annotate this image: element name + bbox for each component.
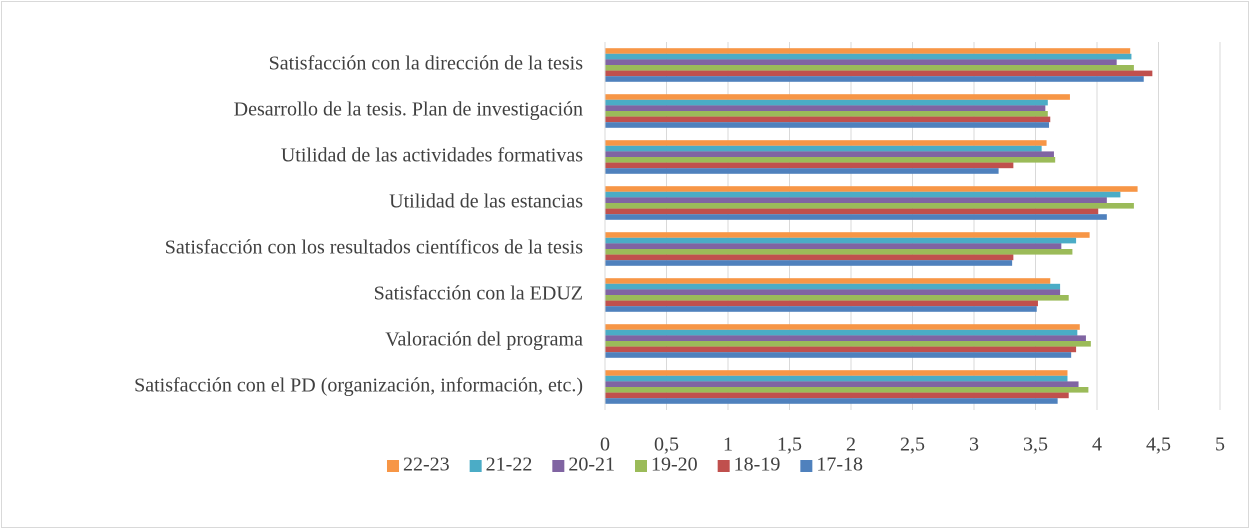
bar: [605, 278, 1051, 284]
bar: [605, 283, 1061, 290]
bar: [605, 329, 1078, 336]
y-tick-label: Utilidad de las actividades formativas: [281, 145, 583, 167]
bar: [605, 398, 1058, 404]
bar: [605, 122, 1050, 128]
bar: [605, 381, 1079, 387]
legend-label: 18-19: [734, 454, 781, 476]
y-tick-label: Utilidad de las estancias: [389, 191, 583, 213]
bar: [605, 186, 1138, 192]
bar: [605, 243, 1062, 249]
legend-label: 22-23: [403, 454, 450, 476]
legend-swatch: [469, 460, 482, 472]
bar: [605, 370, 1068, 376]
y-tick-label: Valoración del programa: [385, 329, 583, 351]
bar: [605, 346, 1077, 353]
bar: [605, 116, 1051, 123]
bar: [605, 289, 1061, 295]
x-tick-label: 3: [969, 434, 979, 456]
bar: [605, 53, 1132, 60]
x-tick-label: 2,5: [900, 434, 925, 456]
legend-label: 17-18: [816, 454, 863, 476]
bar: [605, 168, 999, 174]
legend-swatch: [800, 460, 813, 472]
legend-swatch: [717, 460, 730, 472]
x-tick-label: 2: [846, 434, 856, 456]
bar: [605, 254, 1014, 261]
x-tick-label: 1,5: [777, 434, 802, 456]
legend-swatch: [635, 460, 647, 472]
bar: [605, 191, 1121, 198]
bar: [605, 392, 1069, 399]
bar: [605, 260, 1013, 266]
y-tick-label: Desarrollo de la tesis. Plan de investig…: [234, 99, 583, 121]
bar: [605, 300, 1038, 307]
y-tick-label: Satisfacción con el PD (organización, in…: [134, 375, 583, 397]
bar: [605, 151, 1054, 157]
bar: [605, 145, 1042, 152]
y-tick-label: Satisfacción con la EDUZ: [374, 283, 583, 305]
bar: [605, 203, 1134, 209]
y-tick-label: Satisfacción con la dirección de la tesi…: [269, 53, 584, 75]
bar: [605, 157, 1056, 163]
bar: [605, 105, 1046, 111]
bar: [605, 76, 1144, 82]
bar: [605, 237, 1077, 244]
bar: [605, 341, 1091, 347]
bar: [605, 214, 1107, 220]
legend-swatch: [386, 460, 399, 472]
x-tick-label: 0,5: [654, 434, 679, 456]
y-tick-label: Satisfacción con los resultados científi…: [165, 237, 583, 259]
bar: [605, 306, 1037, 312]
bar: [605, 208, 1099, 215]
bar: [605, 295, 1069, 301]
bar: [605, 197, 1107, 203]
bar: [605, 99, 1048, 106]
bar: [605, 65, 1134, 71]
x-tick-label: 4,5: [1146, 434, 1171, 456]
bar: [605, 375, 1068, 382]
bar: [605, 162, 1014, 169]
bar: [605, 140, 1047, 146]
legend-label: 19-20: [651, 454, 698, 476]
bar: [605, 387, 1089, 393]
bar: [605, 232, 1090, 238]
x-tick-label: 4: [1092, 434, 1102, 456]
x-tick-label: 3,5: [1023, 434, 1048, 456]
bar: [605, 111, 1048, 117]
bar: [605, 352, 1072, 358]
legend-label: 21-22: [486, 454, 533, 476]
bar: [605, 335, 1086, 341]
bar: [605, 48, 1131, 54]
bar: [605, 94, 1070, 100]
x-tick-label: 1: [723, 434, 733, 456]
x-tick-label: 5: [1215, 434, 1225, 456]
bar: [605, 70, 1153, 77]
legend-swatch: [552, 460, 565, 472]
x-tick-label: 0: [600, 434, 610, 456]
bar: [605, 59, 1117, 65]
bar: [605, 324, 1080, 330]
legend-label: 20-21: [568, 454, 615, 476]
bar: [605, 249, 1073, 255]
